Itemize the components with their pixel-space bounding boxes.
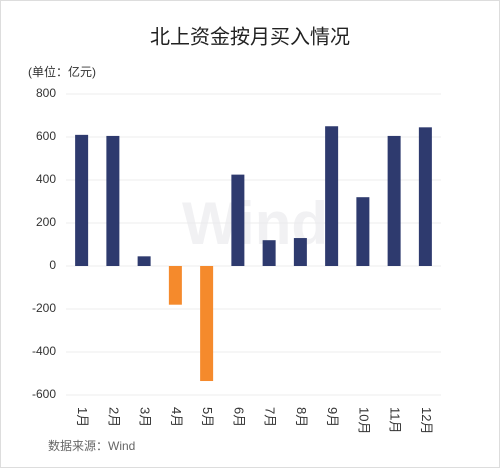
bar <box>106 135 120 266</box>
y-tick-label: -200 <box>32 301 56 315</box>
x-tick-label: 3月 <box>138 407 153 427</box>
x-tick-label: 9月 <box>325 407 340 427</box>
x-tick-label: 1月 <box>75 407 90 427</box>
y-tick-label: 200 <box>36 215 56 229</box>
y-tick-label: 0 <box>49 258 56 272</box>
y-tick-label: 400 <box>36 172 56 186</box>
source-note: 数据来源：Wind <box>48 438 135 453</box>
bar <box>418 127 432 266</box>
x-tick-label: 10月 <box>356 407 371 434</box>
y-tick-label: 800 <box>36 86 56 100</box>
bar <box>231 174 245 266</box>
x-tick-label: 7月 <box>263 407 278 427</box>
x-tick-label: 5月 <box>200 407 215 427</box>
bar <box>262 240 276 266</box>
bar <box>325 126 339 266</box>
y-tick-label: -400 <box>32 344 56 358</box>
x-tick-label: 4月 <box>169 407 184 427</box>
x-tick-label: 8月 <box>294 407 309 427</box>
bar <box>293 238 307 266</box>
bar <box>168 266 182 305</box>
bar <box>137 256 151 266</box>
y-tick-label: 600 <box>36 129 56 143</box>
x-tick-label: 2月 <box>106 407 121 427</box>
unit-label: (单位：亿元) <box>28 64 96 79</box>
bar <box>356 197 370 266</box>
x-tick-label: 12月 <box>419 407 434 434</box>
bar <box>387 135 401 266</box>
x-tick-label: 6月 <box>231 407 246 427</box>
bar <box>200 266 214 382</box>
chart-title: 北上资金按月买入情况 <box>150 25 350 48</box>
y-tick-label: -600 <box>32 387 56 401</box>
bar <box>75 134 89 266</box>
x-tick-label: 11月 <box>388 407 403 434</box>
